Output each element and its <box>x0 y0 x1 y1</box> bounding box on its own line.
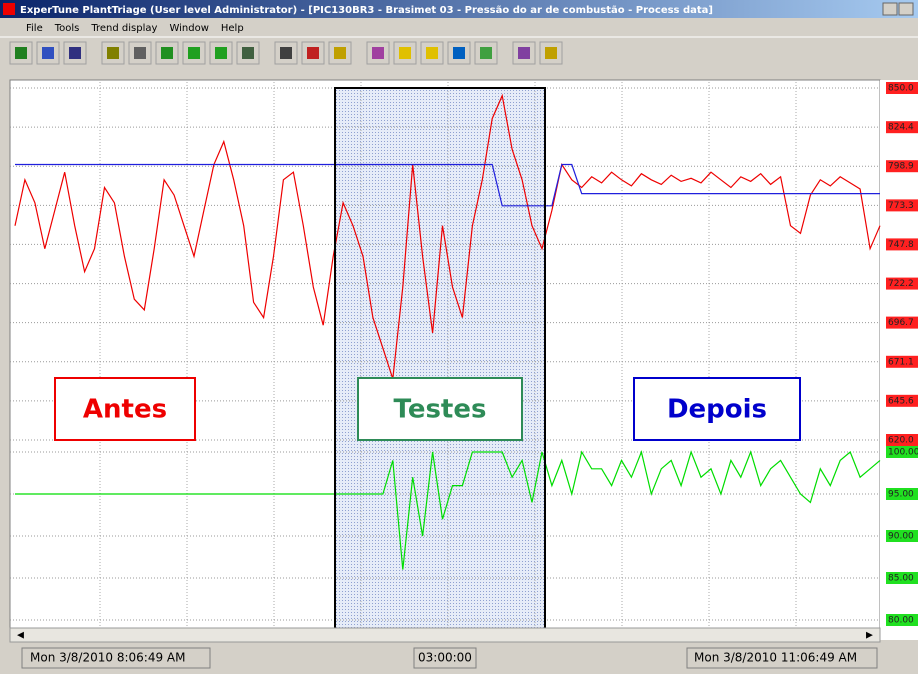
toolbar-icon <box>69 47 81 59</box>
y-tick-label: 90.00 <box>888 532 914 542</box>
annotation: Antes <box>83 395 167 425</box>
toolbar-icon <box>215 47 227 59</box>
status-start-box <box>21 647 211 669</box>
toolbar-icon <box>188 47 200 59</box>
scroll-right[interactable]: ▶ <box>866 631 873 641</box>
y-tick-label: 80.00 <box>888 616 914 626</box>
annotation-box <box>633 377 801 441</box>
tick-label-bg <box>886 446 918 458</box>
menu-bg <box>0 18 918 36</box>
menu-item[interactable]: Trend display <box>90 23 157 34</box>
scroll-left[interactable]: ◀ <box>17 631 24 641</box>
y-tick-label: 671.1 <box>888 357 914 367</box>
plot: 850.0 824.4 798.9 773.3 747.8 722.2 696.7 671.1… <box>10 82 918 627</box>
y-tick-label: 747.8 <box>888 240 914 250</box>
tick-label-bg <box>886 614 918 626</box>
status-end: Mon 3/8/2010 11:06:49 AM <box>694 651 857 665</box>
tick-label-bg <box>886 199 918 212</box>
toolbar-icon <box>42 47 54 59</box>
maximize-button[interactable] <box>898 2 914 16</box>
menu-item[interactable]: Help <box>221 23 244 34</box>
y-tick-label: 100.00 <box>888 448 918 458</box>
tick-label-bg <box>886 394 918 407</box>
title-bar <box>0 0 918 18</box>
toolbar-icon <box>426 47 438 59</box>
tick-label-bg <box>886 82 918 94</box>
test-interval <box>335 88 545 640</box>
tick-label-bg <box>886 160 918 173</box>
status-start: Mon 3/8/2010 8:06:49 AM <box>30 651 185 665</box>
toolbar-icon <box>545 47 557 59</box>
y-tick-label: 798.9 <box>888 162 914 172</box>
menu-item[interactable]: Window <box>169 23 208 34</box>
toolbar-icon <box>307 47 319 59</box>
y-tick-label: 773.3 <box>888 201 914 211</box>
y-tick-label: 850.0 <box>888 84 914 94</box>
y-tick-label: 696.7 <box>888 318 914 328</box>
toolbar-icon <box>107 47 119 59</box>
tick-label-bg <box>886 572 918 584</box>
tick-label-bg <box>886 121 918 134</box>
y-tick-label: 824.4 <box>888 123 914 133</box>
tick-label-bg <box>886 355 918 368</box>
toolbar-icon <box>518 47 530 59</box>
app-icon <box>3 3 15 15</box>
annotation-box <box>54 377 196 441</box>
tick-label-bg <box>886 316 918 329</box>
menu-bar: File Tools Trend display Window Help <box>0 18 918 36</box>
window-title: ExperTune PlantTriage (User level Admini… <box>20 5 713 16</box>
toolbar-icon <box>15 47 27 59</box>
toolbar-icon <box>372 47 384 59</box>
y-tick-label: 95.00 <box>888 490 914 500</box>
toolbar-icon <box>453 47 465 59</box>
status-end-box <box>686 647 878 669</box>
annotation: Testes <box>394 395 487 425</box>
tick-label-bg <box>886 277 918 290</box>
status-span: 03:00:00 <box>418 651 472 665</box>
y-tick-label: 85.00 <box>888 574 914 584</box>
y-tick-label: 645.6 <box>888 396 914 406</box>
toolbar-icon <box>280 47 292 59</box>
tick-label-bg <box>886 530 918 542</box>
toolbar-icon <box>399 47 411 59</box>
menu-item[interactable]: Tools <box>54 23 80 34</box>
scrollbar[interactable] <box>9 627 881 643</box>
y-tick-label: 620.0 <box>888 436 914 446</box>
y-tick-label: 722.2 <box>888 279 914 289</box>
annotation-box <box>357 377 523 441</box>
tick-label-bg <box>886 434 918 446</box>
toolbar-icon <box>242 47 254 59</box>
tick-label-bg <box>886 238 918 251</box>
status-span-box <box>413 647 477 669</box>
tick-label-bg <box>886 488 918 500</box>
series-line <box>15 450 881 570</box>
toolbar-icon <box>480 47 492 59</box>
series-line <box>14 93 881 379</box>
minimize-button[interactable] <box>882 2 898 16</box>
series-line <box>15 163 880 207</box>
toolbar-icon <box>334 47 346 59</box>
toolbar-icon <box>134 47 146 59</box>
toolbar-icon <box>161 47 173 59</box>
toolbar <box>0 36 918 65</box>
menu-item[interactable]: File <box>26 23 43 34</box>
annotation: Depois <box>667 395 767 425</box>
